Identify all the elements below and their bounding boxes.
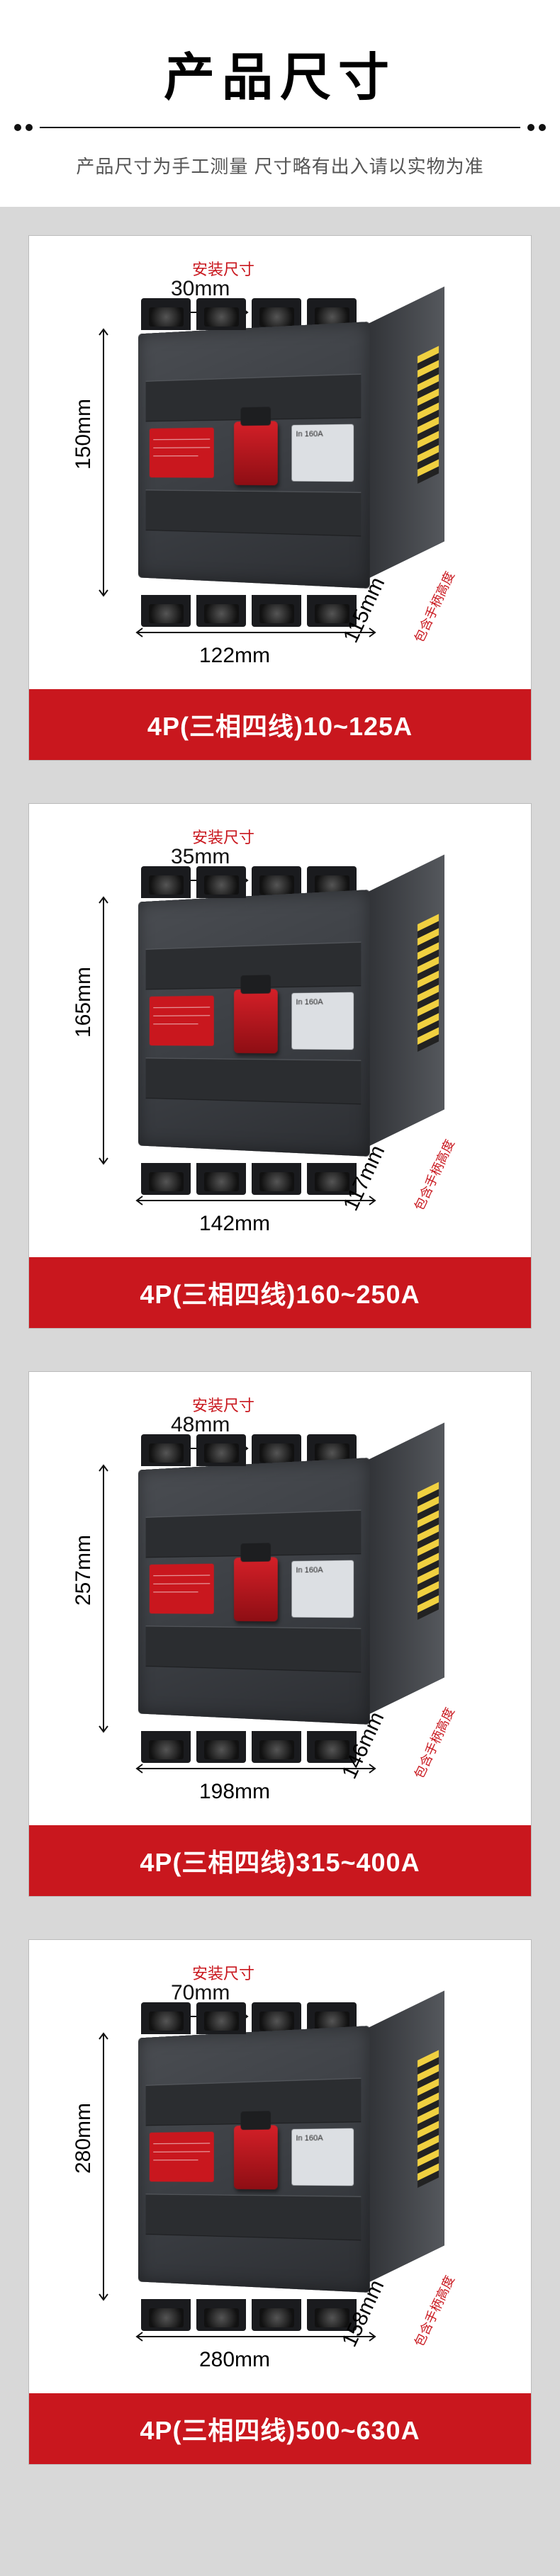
model-label-bar: 4P(三相四线)500~630A [29,2393,531,2464]
figure-area: 安装尺寸 35mm 165mm 142mm 117mm 包含手柄高度 [29,804,531,1257]
title-rule [14,124,546,131]
spacing-dimension: 70mm [171,1981,230,2005]
page-subtitle: 产品尺寸为手工测量 尺寸略有出入请以实物为准 [14,152,546,178]
model-label-bar: 4P(三相四线)160~250A [29,1257,531,1328]
model-label: 4P(三相四线)315~400A [140,1842,420,1879]
model-label-bar: 4P(三相四线)315~400A [29,1825,531,1896]
depth-block: 117mm 包含手柄高度 [361,1191,503,1215]
figure-area: 安装尺寸 48mm 257mm 198mm 146mm 包含手柄高度 [29,1372,531,1825]
spacing-dimension: 35mm [171,845,230,869]
height-dimension: 257mm [72,1535,96,1606]
model-label: 4P(三相四线)10~125A [147,706,413,743]
readout-panel [292,1560,354,1618]
height-dimension: 280mm [72,2103,96,2174]
rating-plate-icon [150,1564,214,1614]
height-arrow-icon [96,1464,111,1733]
rating-plate-icon [150,428,214,478]
breaker-lever-icon [234,989,278,1053]
circuit-breaker-illustration [128,889,426,1172]
breaker-lever-icon [234,2125,278,2189]
product-card: 安装尺寸 30mm 150mm [28,235,532,761]
height-dimension: 165mm [72,967,96,1038]
height-arrow-icon [96,2032,111,2301]
readout-panel [292,2128,354,2186]
spacing-dimension: 30mm [171,277,230,301]
breaker-lever-icon [234,421,278,485]
page-body: 安装尺寸 30mm 150mm [0,207,560,2550]
rating-plate-icon [150,2132,214,2182]
model-label-bar: 4P(三相四线)10~125A [29,689,531,760]
width-dimension: 280mm [199,2348,270,2372]
readout-panel [292,424,354,482]
height-arrow-icon [96,328,111,597]
product-card: 安装尺寸 35mm 165mm 142mm 117mm 包含手柄高度 4P(三相… [28,803,532,1329]
depth-block: 158mm 包含手柄高度 [359,2327,503,2351]
circuit-breaker-illustration [128,2025,426,2308]
product-card: 安装尺寸 70mm 280mm 280mm 158mm 包含手柄高度 4P(三相… [28,1939,532,2465]
readout-panel [292,992,354,1050]
width-dimension: 142mm [199,1212,270,1236]
page-header: 产品尺寸 产品尺寸为手工测量 尺寸略有出入请以实物为准 [0,0,560,207]
circuit-breaker-illustration [128,321,426,604]
depth-block: 115mm 包含手柄高度 [361,623,503,647]
figure-area: 安装尺寸 30mm 150mm [29,236,531,689]
model-label: 4P(三相四线)160~250A [140,1274,420,1311]
rating-plate-icon [150,996,214,1046]
circuit-breaker-illustration [128,1457,426,1740]
figure-area: 安装尺寸 70mm 280mm 280mm 158mm 包含手柄高度 [29,1940,531,2393]
product-card: 安装尺寸 48mm 257mm 198mm 146mm 包含手柄高度 4P(三相… [28,1371,532,1897]
depth-block: 146mm 包含手柄高度 [359,1759,503,1783]
width-dimension: 122mm [199,644,270,668]
height-arrow-icon [96,896,111,1165]
model-label: 4P(三相四线)500~630A [140,2410,420,2447]
spacing-dimension: 48mm [171,1413,230,1437]
height-dimension: 150mm [72,399,96,470]
page-title: 产品尺寸 [14,35,546,110]
breaker-lever-icon [234,1557,278,1621]
width-dimension: 198mm [199,1780,270,1804]
